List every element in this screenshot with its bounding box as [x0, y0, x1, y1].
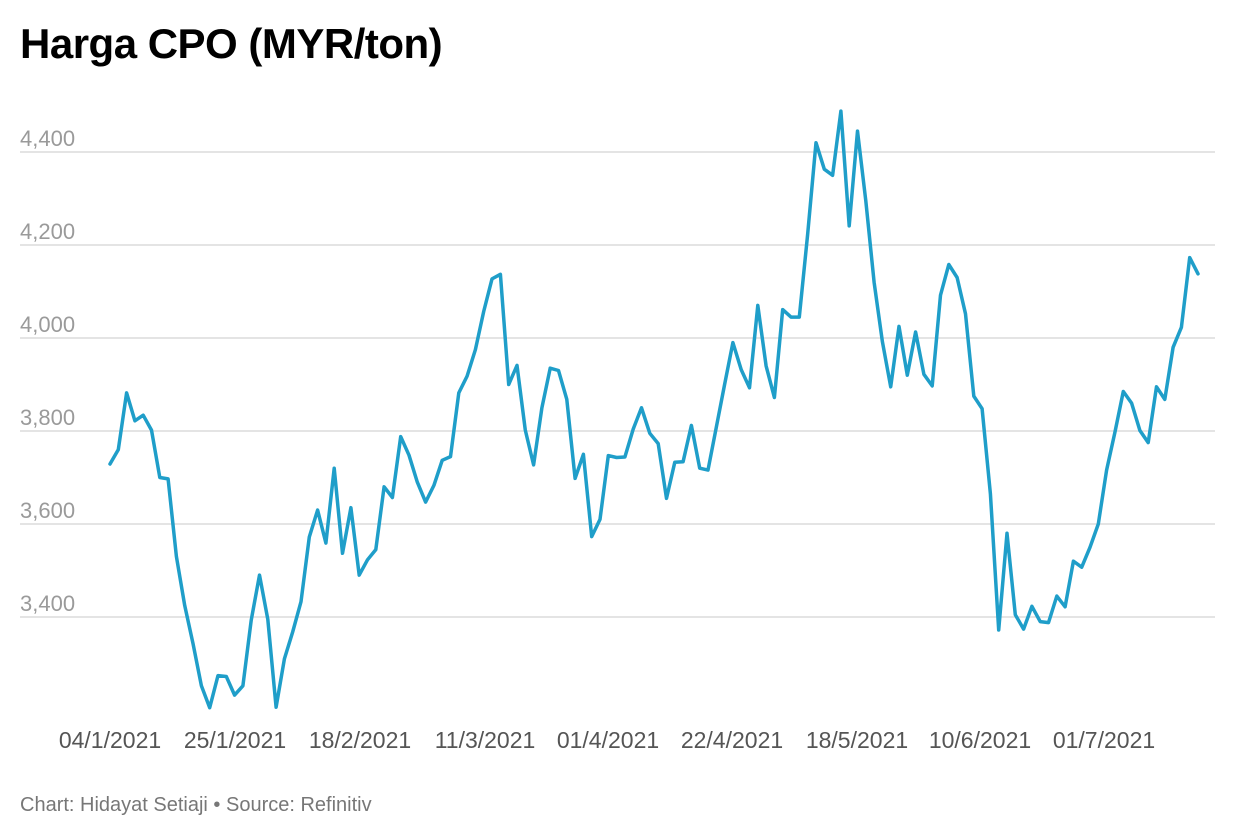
x-tick-label: 11/3/2021	[435, 727, 536, 753]
x-axis-ticks: 04/1/2021 25/1/2021 18/2/2021 11/3/2021 01/4…	[59, 727, 1155, 753]
series-layer	[108, 109, 1200, 710]
x-tick-label: 04/1/2021	[59, 727, 161, 753]
x-tick-label: 01/7/2021	[1053, 727, 1155, 753]
x-tick-label: 25/1/2021	[184, 727, 286, 753]
y-tick-label: 4,200	[20, 219, 75, 244]
chart-title: Harga CPO (MYR/ton)	[20, 20, 443, 67]
y-axis-ticks: 3,400 3,600 3,800 4,000 4,200 4,400	[20, 126, 75, 616]
line-chart: 3,400 3,600 3,800 4,000 4,200 4,400 04/1/2021…	[20, 109, 1215, 753]
x-tick-label: 18/2/2021	[309, 727, 411, 753]
y-tick-label: 3,400	[20, 591, 75, 616]
y-tick-label: 4,000	[20, 312, 75, 337]
series-line-cpo-price	[108, 109, 1200, 710]
x-tick-label: 22/4/2021	[681, 727, 783, 753]
y-tick-label: 3,800	[20, 405, 75, 430]
y-tick-label: 4,400	[20, 126, 75, 151]
x-tick-label: 01/4/2021	[557, 727, 659, 753]
x-tick-label: 18/5/2021	[806, 727, 908, 753]
chart-footer-credit: Chart: Hidayat Setiaji • Source: Refinit…	[20, 794, 372, 816]
x-tick-label: 10/6/2021	[929, 727, 1031, 753]
gridlines	[20, 151, 1215, 618]
y-tick-label: 3,600	[20, 498, 75, 523]
